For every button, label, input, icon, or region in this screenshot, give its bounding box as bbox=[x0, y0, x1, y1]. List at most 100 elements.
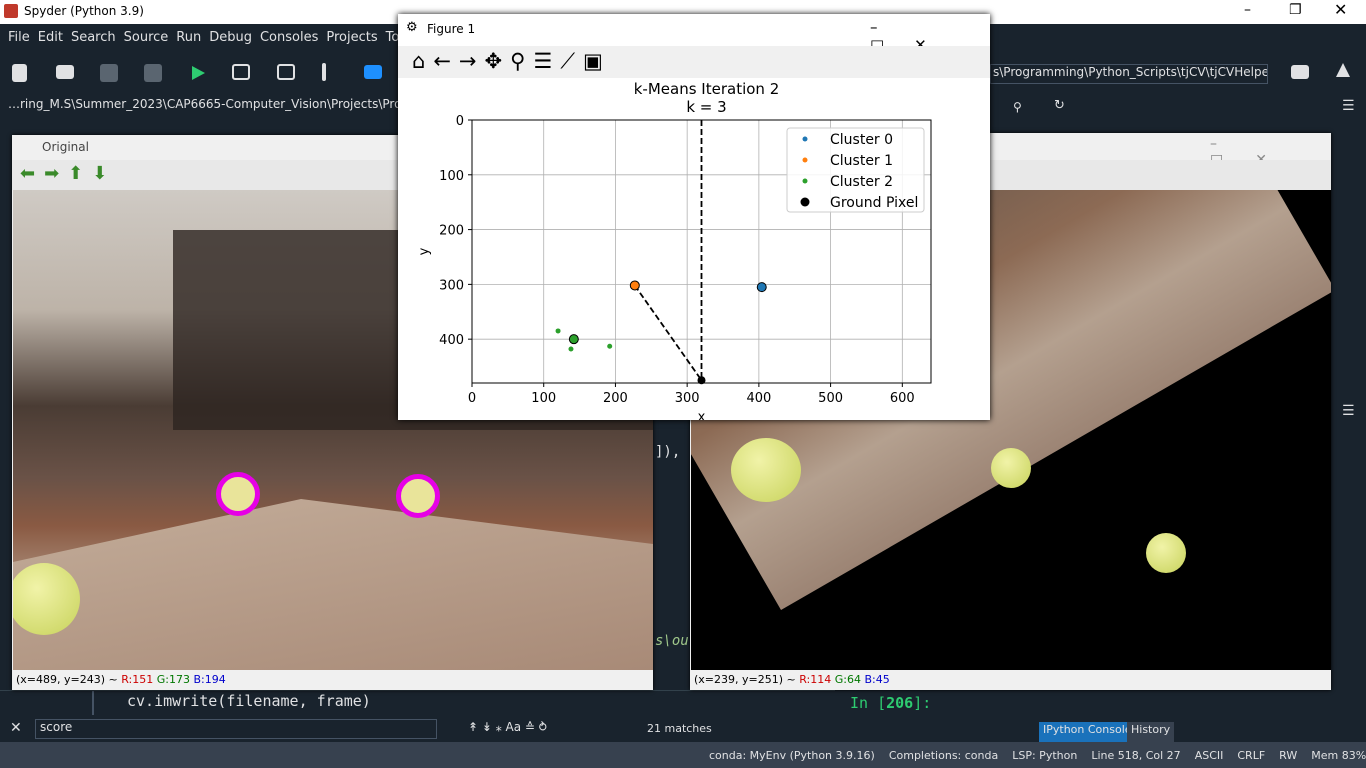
find-input[interactable]: score bbox=[35, 719, 437, 739]
find-bar: ✕ score ↟ ↡ ⁎ Aa ≙ ⥁ 21 matches bbox=[0, 716, 835, 742]
debug[interactable] bbox=[364, 65, 382, 79]
y-tick-label: 400 bbox=[439, 333, 464, 348]
menu-item[interactable]: Debug bbox=[209, 30, 252, 45]
working-dir[interactable]: s\Programming\Python_Scripts\tjCV\tjCVHe… bbox=[990, 64, 1268, 84]
tab[interactable]: History bbox=[1127, 722, 1175, 742]
prompt-suffix: ]: bbox=[913, 694, 932, 712]
x-tick-label: 100 bbox=[531, 391, 556, 406]
save-all[interactable] bbox=[144, 64, 162, 82]
rug bbox=[13, 499, 653, 670]
chart: k-Means Iteration 2k = 3 0 100 200 300 400 500… bbox=[417, 80, 932, 420]
options[interactable]: ☰ bbox=[1342, 98, 1355, 114]
save[interactable] bbox=[100, 64, 118, 82]
file-path: …ring_M.S\Summer_2023\CAP6665-Computer_V… bbox=[8, 97, 398, 111]
restore[interactable]: ❐ bbox=[1289, 2, 1302, 18]
prompt-prefix: In [ bbox=[850, 694, 887, 712]
red: R:151 bbox=[121, 673, 154, 686]
legend-marker bbox=[802, 178, 808, 184]
status-item: Mem 83% bbox=[1311, 749, 1366, 762]
run[interactable] bbox=[192, 66, 205, 80]
run-cell-advance[interactable] bbox=[277, 64, 295, 80]
prompt-number: 206 bbox=[886, 694, 914, 712]
gutter bbox=[92, 691, 94, 715]
status-item: ASCII bbox=[1194, 749, 1224, 762]
find-options[interactable]: ↟ ↡ ⁎ Aa ≙ ⥁ bbox=[468, 720, 547, 734]
menu-item[interactable]: Search bbox=[70, 30, 116, 45]
detection bbox=[216, 472, 260, 516]
run-cell[interactable] bbox=[232, 64, 250, 80]
menu-item[interactable]: Run bbox=[176, 30, 202, 45]
open-file[interactable] bbox=[56, 65, 74, 79]
figure-title: Figure 1 bbox=[427, 22, 476, 36]
status-bar: conda: MyEnv (Python 3.9.16) Completions:… bbox=[0, 742, 1366, 768]
status-item: CRLF bbox=[1237, 749, 1266, 762]
code-fragment: ]), bbox=[655, 444, 681, 460]
console-options[interactable]: ☰ bbox=[1342, 403, 1355, 419]
legend-label: Cluster 1 bbox=[830, 153, 893, 169]
legend-label: Cluster 0 bbox=[830, 132, 893, 148]
figure-title-bar: ⚙ Figure 1 –□✕ bbox=[398, 14, 990, 54]
point bbox=[607, 343, 613, 349]
close-find[interactable]: ✕ bbox=[10, 720, 22, 736]
status-item: LSP: Python bbox=[1012, 749, 1078, 762]
legend-marker bbox=[802, 157, 808, 163]
toolbar: s\Programming\Python_Scripts\tjCV\tjCVHe… bbox=[0, 55, 1366, 91]
nav-icons[interactable]: ⬅➡⬆⬇ bbox=[20, 163, 117, 184]
close[interactable]: ✕ bbox=[1334, 0, 1348, 19]
menu-item[interactable]: Projects bbox=[326, 30, 378, 45]
ball bbox=[1146, 533, 1186, 573]
pixel-status: (x=489, y=243) ~ R:151 G:173 B:194 bbox=[16, 673, 226, 686]
menu-bar: File Edit Search Source Run Debug Consoles Proj… bbox=[8, 30, 482, 45]
detection bbox=[396, 474, 440, 518]
tab-active[interactable]: IPython Console bbox=[1039, 722, 1136, 742]
chart-subtitle: k = 3 bbox=[686, 98, 726, 116]
blue: B:45 bbox=[864, 673, 890, 686]
console: In [206]: bbox=[838, 690, 1348, 716]
x-tick-label: 600 bbox=[890, 391, 915, 406]
new-file[interactable] bbox=[12, 64, 27, 82]
centroid bbox=[629, 280, 640, 291]
status-item: Line 518, Col 27 bbox=[1091, 749, 1181, 762]
menu-item[interactable]: File bbox=[8, 30, 30, 45]
run-selection[interactable] bbox=[322, 63, 326, 81]
y-tick-label: 300 bbox=[439, 278, 464, 293]
y-tick-label: 100 bbox=[439, 169, 464, 184]
parent-dir[interactable] bbox=[1336, 63, 1350, 77]
ball bbox=[991, 448, 1031, 488]
point bbox=[555, 328, 561, 334]
x-axis-label: x bbox=[698, 410, 706, 420]
menu-item[interactable]: Source bbox=[123, 30, 169, 45]
menu-item[interactable]: Consoles bbox=[259, 30, 319, 45]
legend-label: Ground Pixel bbox=[830, 195, 918, 211]
y-tick-label: 200 bbox=[439, 224, 464, 239]
code-fragment: s\out bbox=[655, 633, 698, 649]
original-title: Original bbox=[42, 140, 89, 154]
chart-title: k-Means Iteration 2 bbox=[634, 80, 780, 98]
menu-item[interactable]: Edit bbox=[37, 30, 63, 45]
toolbar-icons[interactable]: ⌂←→✥⚲☰⟋▣ bbox=[412, 49, 611, 73]
x-tick-label: 0 bbox=[468, 391, 476, 406]
legend-marker bbox=[800, 197, 810, 207]
legend-box bbox=[786, 127, 925, 213]
pixel-status: (x=239, y=251) ~ R:114 G:64 B:45 bbox=[694, 673, 890, 686]
coords: (x=489, y=243) ~ bbox=[16, 673, 118, 686]
legend-label: Cluster 2 bbox=[830, 174, 893, 190]
y-tick-label: 0 bbox=[456, 114, 464, 129]
ball bbox=[13, 563, 80, 635]
refresh[interactable]: ↻ bbox=[1054, 98, 1065, 113]
status-item: Completions: conda bbox=[888, 749, 999, 762]
window-title: Spyder (Python 3.9) bbox=[24, 4, 144, 18]
x-tick-label: 500 bbox=[818, 391, 843, 406]
minimize[interactable]: – bbox=[1244, 2, 1251, 18]
x-tick-label: 200 bbox=[603, 391, 628, 406]
fig-icon: ⚙ bbox=[406, 20, 418, 35]
figure-toolbar: ⌂←→✥⚲☰⟋▣ bbox=[398, 46, 990, 78]
browse[interactable] bbox=[1291, 65, 1309, 79]
y-axis-label: y bbox=[417, 247, 432, 255]
coords: (x=239, y=251) ~ bbox=[694, 673, 796, 686]
find-query: score bbox=[40, 720, 73, 734]
search-icon[interactable]: ⚲ bbox=[1013, 100, 1022, 114]
point bbox=[697, 376, 706, 385]
red: R:114 bbox=[799, 673, 832, 686]
